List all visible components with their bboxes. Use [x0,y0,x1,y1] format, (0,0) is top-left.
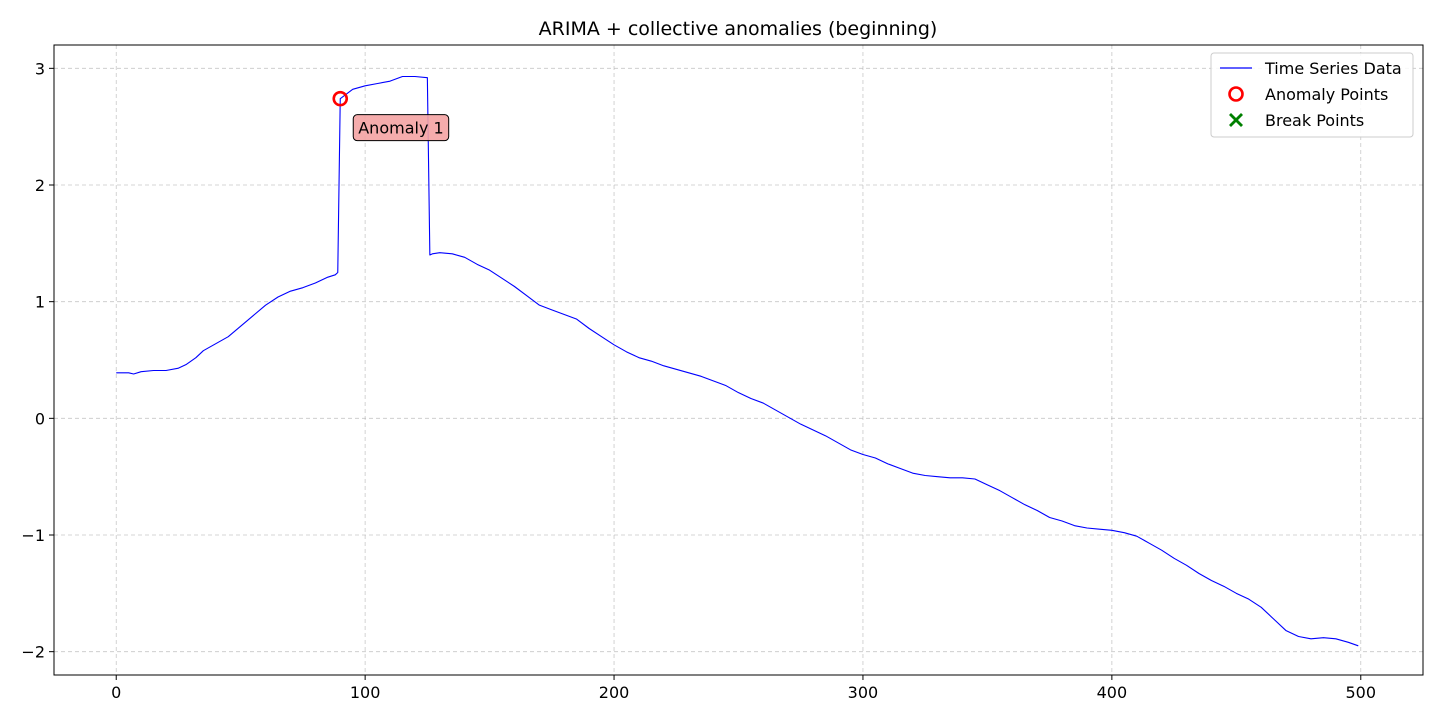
anomaly-annotation: Anomaly 1 [352,114,450,142]
x-axis-ticks: 0 100 200 300 400 500 [111,675,1376,702]
legend-label: Break Points [1265,111,1364,130]
legend-item: Anomaly Points [1228,85,1388,104]
legend-label: Anomaly Points [1265,85,1388,104]
series-layer [116,75,1359,647]
legend-item: Time Series Data [1220,59,1402,78]
legend-x-icon [1229,113,1243,127]
chart-title: ARIMA + collective anomalies (beginning) [539,18,938,40]
y-tick-label: 2 [35,176,45,195]
legend: Time Series Data Anomaly Points Break Poin… [1210,52,1414,138]
x-tick-label: 300 [848,683,879,702]
legend-x-stroke [1229,113,1243,127]
legend-frame [1210,52,1414,138]
plot-area-frame [53,44,1424,676]
annotation-label: Anomaly 1 [358,119,443,138]
x-tick-label: 200 [599,683,630,702]
y-tick-label: 0 [35,409,45,428]
y-tick-label: 3 [35,59,45,78]
y-tick-label: 1 [35,293,45,312]
legend-circle-icon [1228,86,1244,102]
x-tick-label: 100 [350,683,381,702]
legend-label: Time Series Data [1264,59,1402,78]
series-line [116,75,1359,647]
y-tick-label: −2 [21,643,45,662]
grid-lines [54,45,1423,675]
anomaly-layer [332,90,349,107]
annotation-box [352,114,450,142]
legend-item: Break Points [1229,111,1364,130]
x-tick-label: 0 [111,683,121,702]
annotation-layer: Anomaly 1 [352,114,450,142]
anomaly-point [332,90,349,107]
x-tick-label: 500 [1345,683,1376,702]
y-tick-label: −1 [21,526,45,545]
x-tick-label: 400 [1097,683,1128,702]
y-axis-ticks: −2 −1 0 1 2 3 [21,59,54,662]
